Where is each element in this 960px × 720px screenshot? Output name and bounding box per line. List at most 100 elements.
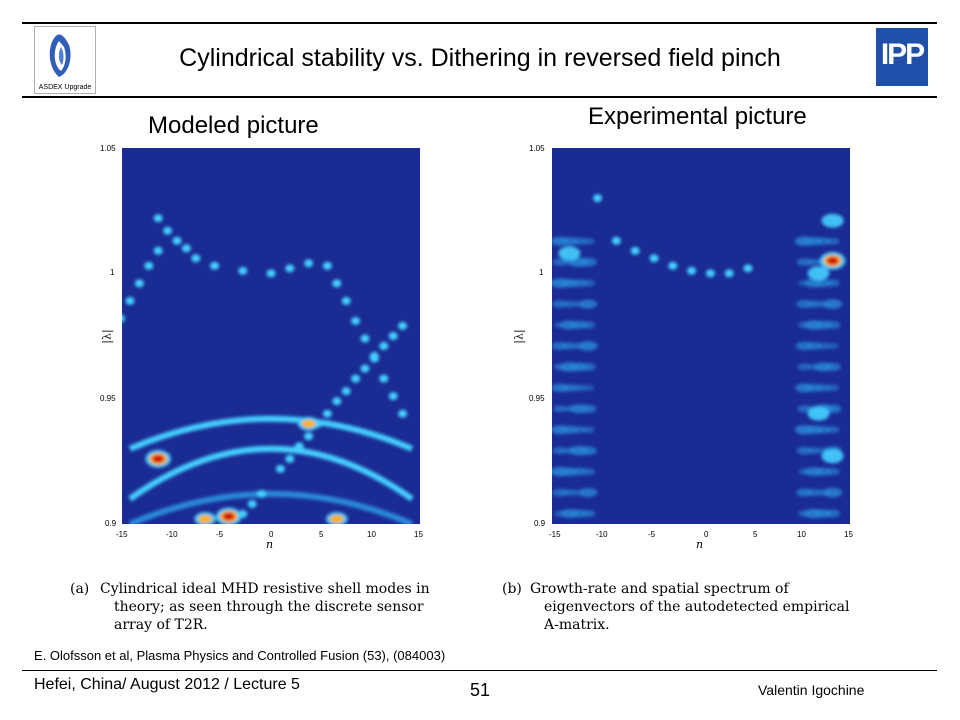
modeled-heatmap bbox=[122, 148, 420, 524]
caption-b-label: (b) bbox=[502, 581, 522, 597]
noise-mark bbox=[826, 342, 839, 349]
mode-point bbox=[322, 409, 332, 418]
mode-point bbox=[360, 364, 370, 373]
noise-mark bbox=[562, 489, 577, 497]
mode-point bbox=[341, 387, 351, 396]
noise-mark bbox=[797, 363, 812, 371]
mode-point bbox=[257, 489, 267, 498]
noise-mark bbox=[580, 362, 596, 371]
noise-mark bbox=[825, 237, 840, 245]
mode-point bbox=[332, 279, 342, 288]
left-xtick: 0 bbox=[269, 530, 274, 539]
noise-mark bbox=[578, 341, 598, 351]
caption-b-line: eigenvectors of the autodetected empiric… bbox=[544, 599, 850, 615]
mode-point bbox=[398, 409, 408, 418]
mode-point bbox=[705, 269, 715, 278]
right-xtick: 0 bbox=[704, 530, 709, 539]
mode-point bbox=[687, 266, 697, 275]
ipp-logo-text: IPP bbox=[880, 38, 925, 71]
mode-point bbox=[191, 254, 201, 263]
mode-point bbox=[122, 314, 126, 323]
noise-mark bbox=[824, 321, 841, 329]
mode-point bbox=[247, 499, 257, 508]
left-xlabel: n bbox=[266, 538, 274, 551]
mode-point bbox=[630, 246, 640, 255]
noise-mark bbox=[580, 321, 596, 329]
noise-mark bbox=[582, 384, 595, 391]
mode-band bbox=[128, 490, 414, 524]
noise-mark bbox=[553, 405, 567, 413]
asdex-shape-icon bbox=[49, 34, 71, 77]
mode-point bbox=[285, 264, 295, 273]
right-xtick: -5 bbox=[648, 530, 656, 539]
noise-mark bbox=[581, 279, 596, 287]
noise-mark bbox=[580, 509, 596, 518]
mode-point bbox=[134, 279, 144, 288]
mode-point bbox=[369, 352, 379, 361]
noise-mark bbox=[581, 426, 595, 433]
mode-point bbox=[144, 261, 154, 270]
hotspot-peak bbox=[152, 454, 165, 463]
ipp-logo: IPP bbox=[876, 28, 928, 86]
header-bottom-rule bbox=[22, 96, 937, 98]
noise-mark bbox=[562, 342, 577, 350]
hotspot-core bbox=[301, 419, 316, 428]
asdex-logo-text: ASDEX Upgrade bbox=[38, 84, 92, 91]
mode-point bbox=[724, 269, 734, 278]
mode-point bbox=[181, 244, 191, 253]
mode-point bbox=[275, 464, 285, 473]
mode-point bbox=[285, 454, 295, 463]
mode-point bbox=[388, 392, 398, 401]
right-xtick: 15 bbox=[844, 530, 853, 539]
noise-mark bbox=[579, 299, 598, 309]
noise-mark bbox=[825, 426, 840, 434]
left-xtick: -10 bbox=[166, 530, 178, 539]
modeled-heading: Modeled picture bbox=[148, 112, 319, 139]
experimental-heatmap bbox=[552, 148, 850, 524]
noise-mark bbox=[815, 384, 831, 392]
right-ytick-1: 1 bbox=[539, 268, 544, 277]
mode-band bbox=[128, 415, 414, 452]
noise-mark bbox=[825, 279, 840, 287]
right-ytick-1.05: 1.05 bbox=[529, 144, 545, 153]
right-ytick-0.95: 0.95 bbox=[529, 394, 545, 403]
mode-point bbox=[238, 266, 248, 275]
citation: E. Olofsson et al, Plasma Physics and Co… bbox=[34, 648, 446, 663]
noise-mark bbox=[806, 488, 822, 497]
slide-title: Cylindrical stability vs. Dithering in r… bbox=[179, 44, 781, 72]
noise-mark bbox=[816, 342, 831, 350]
right-xtick: -10 bbox=[596, 530, 608, 539]
mode-point bbox=[351, 374, 361, 383]
mode-band bbox=[128, 445, 414, 502]
noise-mark bbox=[579, 446, 597, 456]
mode-point bbox=[304, 432, 314, 441]
footer-right: Valentin Igochine bbox=[758, 682, 865, 698]
mode-point bbox=[153, 246, 163, 255]
mode-point bbox=[266, 269, 276, 278]
noise-mark bbox=[571, 426, 587, 434]
mode-point bbox=[153, 214, 163, 223]
hotspot-core bbox=[198, 514, 213, 523]
caption-a-line: Cylindrical ideal MHD resistive shell mo… bbox=[100, 581, 430, 597]
noise-mark bbox=[579, 488, 598, 498]
left-xtick: 5 bbox=[319, 530, 324, 539]
left-xtick: 10 bbox=[367, 530, 376, 539]
mode-point bbox=[379, 374, 389, 383]
noise-mark bbox=[562, 300, 577, 308]
caption-a-line: theory; as seen through the discrete sen… bbox=[114, 599, 424, 615]
hotspot-halo bbox=[558, 246, 581, 261]
caption-a-line: array of T2R. bbox=[114, 617, 208, 633]
noise-mark bbox=[571, 384, 586, 392]
right-xtick: 5 bbox=[753, 530, 758, 539]
right-ylabel: |λ| bbox=[512, 329, 526, 344]
noise-mark bbox=[825, 467, 840, 476]
hotspot-halo bbox=[807, 406, 830, 421]
noise-mark bbox=[797, 405, 812, 413]
top-rule bbox=[22, 22, 937, 24]
right-xtick: -15 bbox=[549, 530, 561, 539]
mode-point bbox=[304, 259, 314, 268]
left-ytick-1: 1 bbox=[110, 268, 115, 277]
hotspot-halo bbox=[807, 266, 830, 281]
caption-b-line: A-matrix. bbox=[544, 617, 610, 633]
modeled-heatmap-canvas bbox=[122, 214, 414, 524]
